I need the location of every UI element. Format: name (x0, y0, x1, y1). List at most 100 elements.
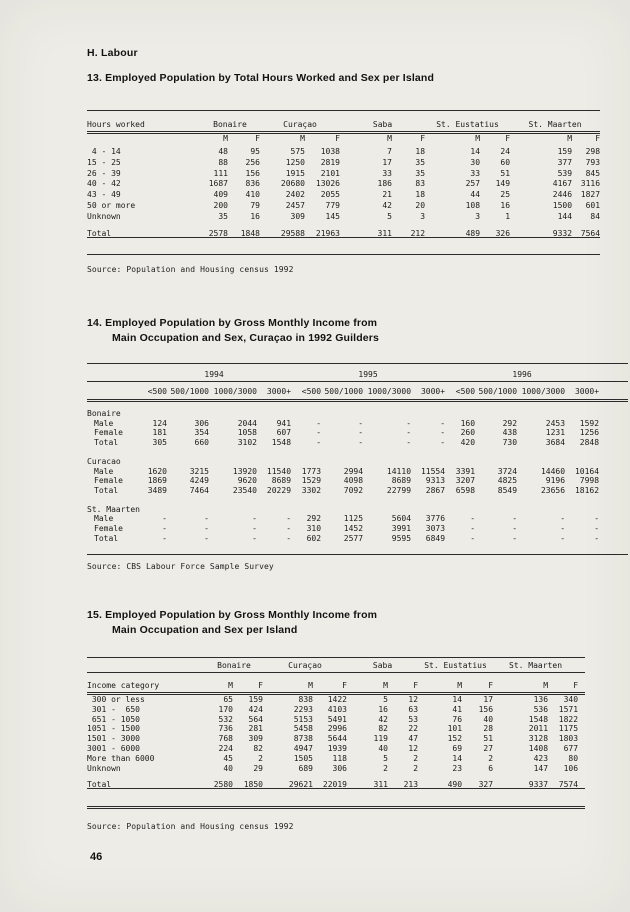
table-cell: 311 (373, 780, 388, 790)
island-column-header: St. Maarten (509, 661, 563, 671)
table-row: 3001 - 6000 224 82 4947 1939 40 12 69 27 1408 677 (87, 744, 578, 754)
table-cell: 3073 (425, 524, 446, 534)
table-cell: 1848 (240, 228, 260, 238)
table-cell: 1822 (558, 714, 579, 724)
table-cell: 423 (533, 753, 549, 763)
table-cell: 212 (410, 228, 426, 238)
table-cell: 292 (306, 514, 322, 524)
horizontal-rule (87, 381, 628, 382)
table-cell: 149 (495, 179, 511, 189)
table-cell: 420 (460, 438, 476, 448)
table-cell: 326 (495, 228, 511, 238)
table-cell: 145 (325, 211, 340, 221)
table-row: Total 305 660 3102 1548 - - - - 420 730 3684 2848 (87, 438, 628, 448)
table-row: 300 or less 65 159 838 1422 5 12 14 17 136 340 (87, 695, 578, 705)
horizontal-rule (87, 806, 585, 807)
table-cell: - (358, 418, 364, 428)
table-cell: 1125 (343, 514, 364, 524)
table-cell: 3207 (455, 476, 476, 486)
table-cell: 2453 (545, 418, 566, 428)
row-label: 4 - 14 (87, 147, 121, 156)
sex-column-header-f: F (255, 134, 260, 144)
table-cell: 2819 (320, 157, 340, 167)
income-bracket-header: 500/1000 (170, 387, 209, 397)
sex-column-header-f: F (505, 134, 511, 144)
table-cell: 2402 (285, 190, 305, 200)
table-cell: 1939 (327, 743, 347, 753)
table-cell: 84 (590, 211, 601, 221)
row-label: More than 6000 (87, 753, 155, 763)
table-cell: 310 (306, 524, 322, 534)
column-header-hours-worked: Hours worked (87, 120, 145, 130)
horizontal-rule (87, 254, 600, 255)
table-cell: 9595 (391, 533, 412, 543)
column-header-income-category: Income category (87, 681, 160, 691)
table-cell: 9337 (528, 780, 549, 790)
table-cell: 6598 (455, 485, 476, 495)
table-cell: 4825 (497, 476, 518, 486)
table-row: Unknown 40 29 689 306 2 2 23 6 147 106 (87, 764, 578, 774)
table-cell: 27 (483, 743, 494, 753)
table-cell: 101 (447, 724, 463, 734)
table-cell: 1773 (301, 466, 322, 476)
table-cell: - (252, 524, 257, 534)
table-cell: 836 (245, 179, 260, 189)
table-cell: 160 (460, 418, 476, 428)
row-label: Female (94, 476, 123, 486)
table-row: Unknown 35 16 309 145 5 3 3 1 144 84 (87, 212, 600, 223)
table-cell: 575 (290, 147, 305, 156)
island-column-header: Bonaire (213, 120, 247, 130)
table-cell: 2101 (320, 168, 340, 178)
table-cell: 17 (382, 157, 392, 167)
table-cell: 306 (194, 418, 209, 428)
table-cell: 108 (465, 200, 481, 210)
table-cell: - (204, 514, 209, 524)
table-row: Total 2580 1850 29621 22019 311 213 490 327 9337… (87, 773, 578, 793)
horizontal-rule (87, 808, 585, 809)
table-cell: 14 (470, 147, 481, 156)
row-label: Bonaire (87, 409, 121, 418)
table-cell: 1827 (580, 190, 601, 200)
table-13-hours-worked: Hours worked Bonaire Curaçao Saba St. Eusta… (87, 112, 600, 243)
sex-column-header-f: F (258, 681, 263, 691)
sex-header-row: M F M F M F M F M F (87, 131, 600, 147)
table-cell: 3215 (189, 466, 209, 476)
table-cell: 18 (415, 147, 426, 156)
sex-column-header-f: F (595, 134, 601, 144)
horizontal-rule (87, 401, 628, 402)
table-cell: 136 (533, 695, 549, 704)
row-label: Total (94, 533, 119, 543)
table-cell: - (162, 533, 167, 543)
table-cell: 779 (325, 200, 340, 210)
table-cell: 845 (585, 168, 601, 178)
sex-column-header-m: M (387, 134, 392, 144)
table-cell: 170 (218, 704, 233, 714)
table15-body: 300 or less 65 159 838 1422 5 12 14 17 136 340 30… (87, 695, 578, 793)
row-label: Female (94, 428, 123, 438)
income-bracket-header: 500/1000 (324, 387, 364, 397)
table-row: 1501 - 3000 768 309 8738 5644 119 47 152 51 3128… (87, 734, 578, 744)
table-row: 4 - 14 48 95 575 1038 7 18 14 24 159 298 (87, 147, 600, 158)
income-bracket-header: 1000/3000 (367, 387, 412, 397)
table-cell: 1175 (558, 724, 579, 734)
table-row: 651 - 1050 532 564 5153 5491 42 53 76 40 1548 182… (87, 715, 578, 725)
table-cell: 3991 (391, 524, 412, 534)
table-cell: 35 (415, 157, 426, 167)
table-cell: 23656 (540, 485, 566, 495)
table-row: Male 124 306 2044 941 - - - - 160 292 2453 1592 (87, 419, 628, 429)
row-label: 26 - 39 (87, 168, 121, 178)
empty-header-cell (87, 658, 205, 672)
table-cell: 17 (483, 695, 494, 704)
table-cell: 11554 (420, 466, 446, 476)
table-cell: 156 (478, 704, 494, 714)
table-cell: 3489 (147, 485, 167, 495)
table-cell: - (316, 418, 322, 428)
table-cell: 1915 (285, 168, 305, 178)
sex-column-header-m: M (457, 681, 463, 691)
table-cell: 1256 (579, 428, 600, 438)
table-cell: 3 (475, 211, 481, 221)
table-cell: 106 (563, 763, 579, 773)
table-cell: - (440, 428, 446, 438)
table-cell: 7564 (580, 228, 601, 238)
table-cell: 730 (502, 438, 518, 448)
